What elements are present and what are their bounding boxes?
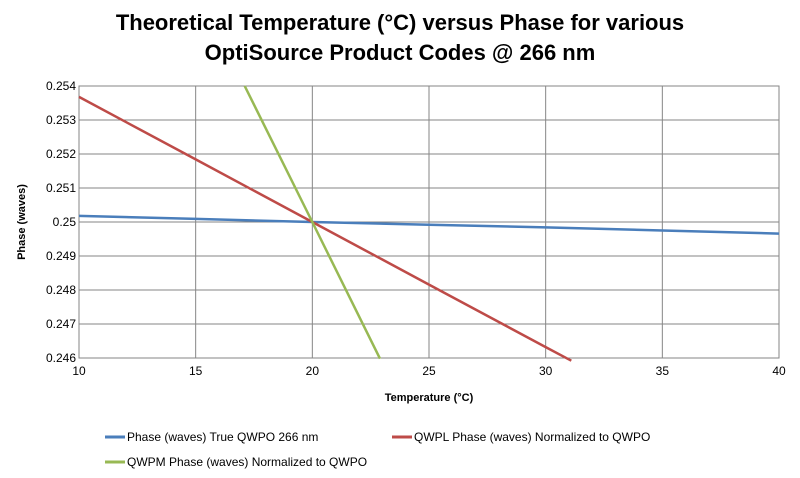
chart-title-line-2: OptiSource Product Codes @ 266 nm [204, 40, 596, 65]
plot-area-border [78, 85, 780, 359]
y-tick-label: 0.251 [46, 181, 76, 195]
series-line-3 [243, 85, 382, 360]
x-tick-label: 25 [422, 364, 436, 378]
y-tick-label: 0.25 [53, 215, 77, 229]
legend-label: QWPL Phase (waves) Normalized to QWPO [414, 430, 650, 444]
series-lines [78, 85, 780, 362]
x-tick-label: 40 [772, 364, 786, 378]
legend-item: QWPL Phase (waves) Normalized to QWPO [392, 430, 650, 444]
legend: Phase (waves) True QWPO 266 nm QWPL Phase… [105, 430, 650, 469]
y-axis-title: Phase (waves) [16, 184, 28, 260]
tick-labels: 0.246 0.247 0.248 0.249 0.25 0.251 0.252 0.253 0… [46, 79, 786, 378]
series-line-1 [78, 214, 780, 235]
legend-label: QWPM Phase (waves) Normalized to QWPO [127, 455, 367, 469]
gridlines [78, 85, 780, 359]
x-tick-label: 10 [72, 364, 86, 378]
chart-title: Theoretical Temperature (°C) versus Phas… [0, 8, 800, 68]
y-tick-label: 0.249 [46, 249, 76, 263]
chart-title-line-1: Theoretical Temperature (°C) versus Phas… [115, 10, 685, 35]
legend-item: Phase (waves) True QWPO 266 nm [105, 430, 318, 444]
y-tick-label: 0.253 [46, 113, 76, 127]
x-tick-label: 35 [656, 364, 670, 378]
y-tick-label: 0.248 [46, 283, 76, 297]
x-tick-label: 20 [306, 364, 320, 378]
legend-label: Phase (waves) True QWPO 266 nm [127, 430, 318, 444]
y-tick-label: 0.246 [46, 351, 76, 365]
x-tick-label: 15 [189, 364, 203, 378]
y-tick-label: 0.247 [46, 317, 76, 331]
legend-item: QWPM Phase (waves) Normalized to QWPO [105, 455, 367, 469]
x-tick-label: 30 [539, 364, 553, 378]
series-line-2 [78, 95, 572, 362]
y-tick-label: 0.252 [46, 147, 76, 161]
x-axis-title: Temperature (°C) [385, 392, 474, 404]
y-tick-label: 0.254 [46, 79, 76, 93]
